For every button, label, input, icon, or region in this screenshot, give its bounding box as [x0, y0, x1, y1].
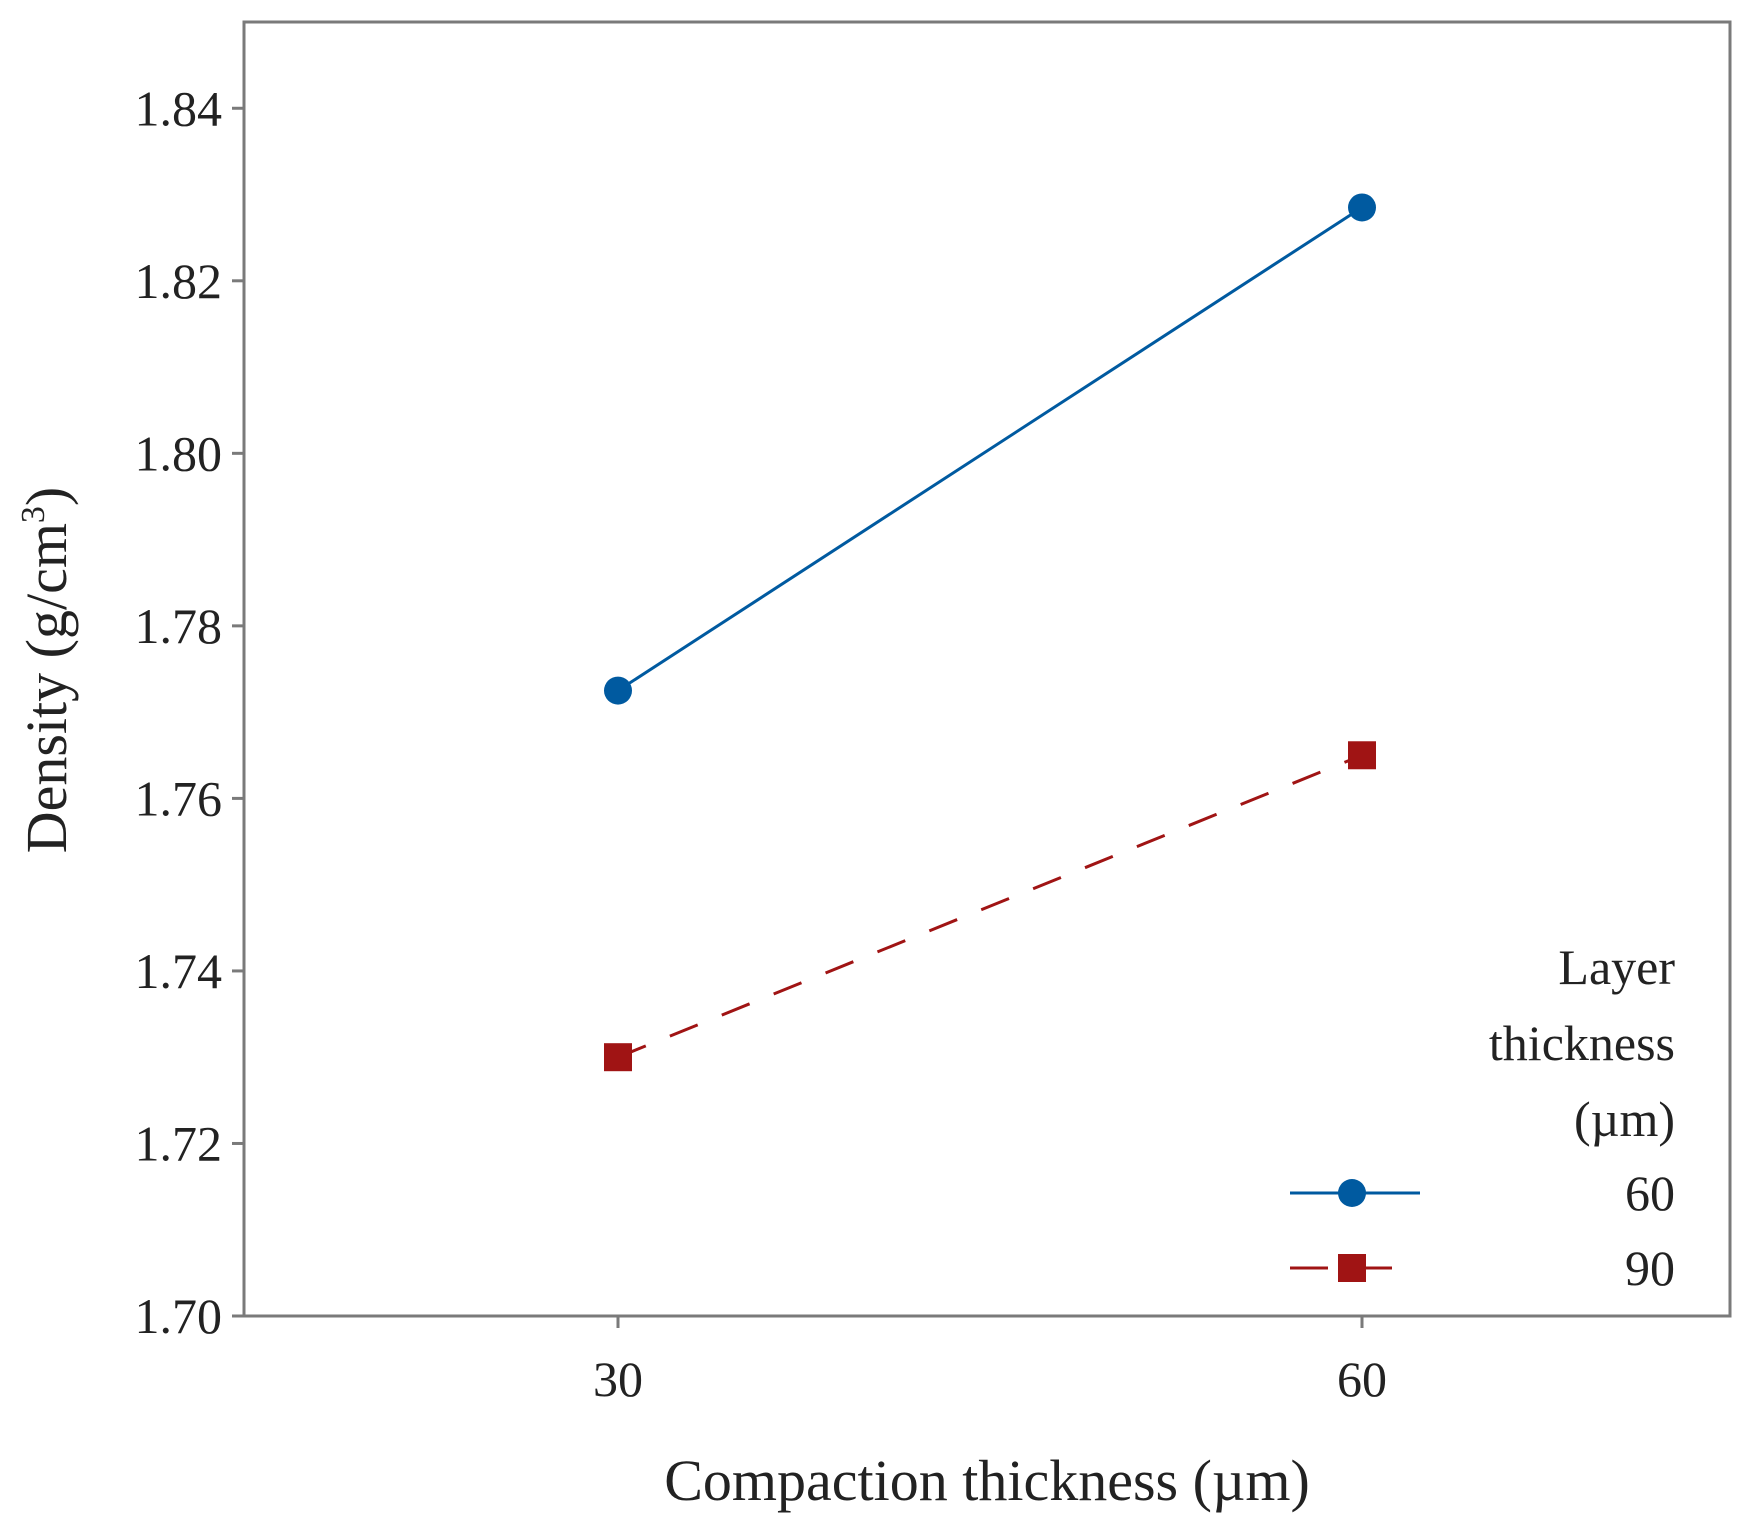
- legend-label-90: 90: [1625, 1240, 1675, 1296]
- legend-label-60: 60: [1625, 1165, 1675, 1221]
- series-layer: [604, 193, 1376, 1072]
- legend: Layer thickness (µm) 60 90: [1290, 939, 1675, 1296]
- series-60-point-0: [604, 676, 632, 705]
- y-axis-title-close: ): [14, 487, 79, 506]
- legend-entry-90: 90: [1290, 1240, 1675, 1296]
- series-90-point-0: [604, 1043, 632, 1072]
- x-tick-label-1: 60: [1337, 1351, 1387, 1407]
- x-axis: 30 60: [593, 1316, 1387, 1407]
- series-90-line: [617, 753, 1363, 1059]
- legend-title-line-2: thickness: [1489, 1015, 1675, 1071]
- y-tick-label-4: 1.78: [135, 598, 223, 654]
- legend-marker-60: [1338, 1179, 1366, 1207]
- y-axis-title-superscript: 3: [15, 506, 52, 523]
- y-tick-label-1: 1.72: [135, 1115, 223, 1171]
- x-tick-label-0: 30: [593, 1351, 643, 1407]
- x-axis-title: Compaction thickness (µm): [664, 1448, 1310, 1513]
- legend-title-line-1: Layer: [1558, 939, 1675, 995]
- series-90: [604, 741, 1376, 1072]
- legend-entry-60: 60: [1290, 1165, 1675, 1221]
- legend-marker-90: [1338, 1254, 1366, 1282]
- y-axis-title: Density (g/cm3): [14, 487, 79, 854]
- y-tick-label-2: 1.74: [135, 943, 223, 999]
- y-tick-label-7: 1.84: [135, 80, 223, 136]
- y-tick-label-5: 1.80: [135, 425, 223, 481]
- plot-frame: [242, 20, 1732, 1318]
- y-tick-label-3: 1.76: [135, 770, 223, 826]
- series-60-point-1: [1348, 193, 1376, 222]
- y-tick-label-0: 1.70: [135, 1288, 223, 1344]
- y-axis-title-main: Density (g/cm: [14, 523, 79, 853]
- legend-title-line-3: (µm): [1574, 1091, 1675, 1147]
- series-90-point-1: [1348, 741, 1376, 770]
- series-60-line: [617, 206, 1363, 692]
- y-axis: 1.70 1.72 1.74 1.76 1.78 1.80 1.82 1.84: [135, 80, 244, 1344]
- y-tick-label-6: 1.82: [135, 253, 223, 309]
- series-60: [604, 193, 1376, 705]
